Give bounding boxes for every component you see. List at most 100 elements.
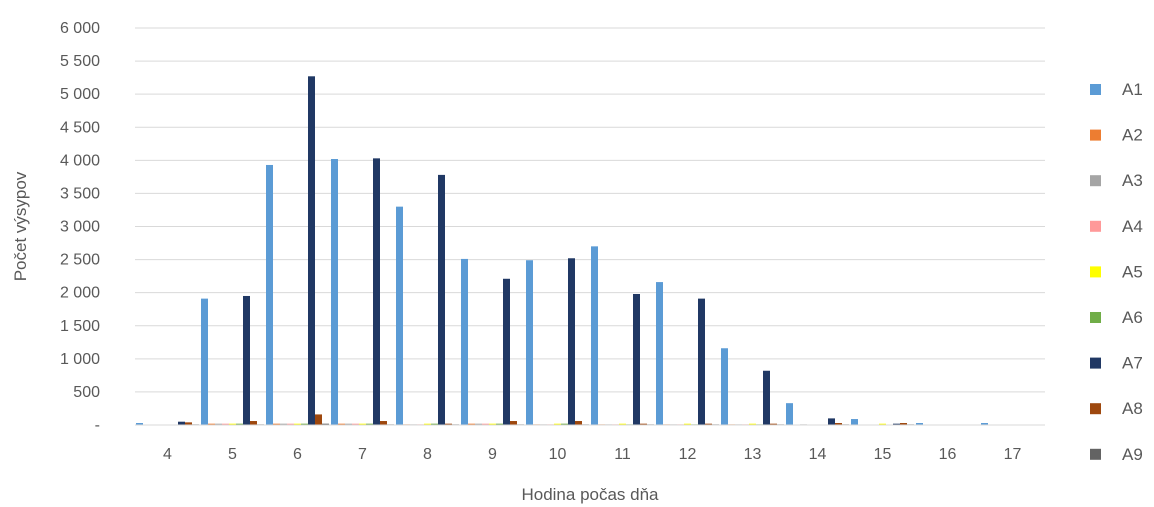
legend-swatch-a1 (1090, 84, 1101, 95)
bar-a6-6 (301, 423, 308, 425)
y-tick-label: 1 500 (60, 318, 100, 335)
bar-a4-6 (287, 423, 294, 425)
y-tick-label: 5 000 (60, 86, 100, 103)
bar-a7-14 (828, 418, 835, 425)
bar-a8-12 (705, 423, 712, 425)
bar-a1-17 (981, 423, 988, 425)
bar-a5-11 (619, 423, 626, 425)
bar-a8-13 (770, 423, 777, 425)
bar-a8-15 (900, 423, 907, 425)
legend-label-a7: A7 (1122, 354, 1143, 373)
x-tick-label: 17 (1004, 446, 1022, 463)
bar-a6-8 (431, 423, 438, 425)
bar-a1-13 (721, 348, 728, 425)
bar-a2-9 (468, 423, 475, 425)
x-tick-label: 15 (874, 446, 892, 463)
x-tick-label: 10 (549, 446, 567, 463)
y-tick-label: 4 000 (60, 152, 100, 169)
bar-a8-10 (575, 421, 582, 425)
bar-a8-11 (640, 423, 647, 425)
bar-a1-12 (656, 282, 663, 425)
y-tick-label: 3 000 (60, 219, 100, 236)
x-tick-label: 4 (163, 446, 172, 463)
x-tick-label: 14 (809, 446, 827, 463)
legend-label-a8: A8 (1122, 399, 1143, 418)
bar-a5-15 (879, 423, 886, 425)
bar-a1-7 (331, 159, 338, 425)
x-tick-label: 8 (423, 446, 432, 463)
bar-a3-9 (475, 423, 482, 425)
bar-a6-7 (366, 423, 373, 425)
legend-label-a2: A2 (1122, 126, 1143, 145)
bar-a7-6 (308, 76, 315, 425)
bar-a5-10 (554, 423, 561, 425)
bar-a1-10 (526, 260, 533, 425)
bar-a5-6 (294, 423, 301, 425)
bar-a7-5 (243, 295, 250, 425)
x-tick-label: 16 (939, 446, 957, 463)
bar-a8-6 (315, 414, 322, 425)
x-axis-ticks: 4 5 6 7 8 9 10 11 12 13 14 15 16 17 (163, 446, 1021, 463)
legend-label-a9: A9 (1122, 445, 1143, 464)
bar-a1-15 (851, 419, 858, 425)
x-axis-title: Hodina počas dňa (521, 485, 659, 504)
x-tick-label: 5 (228, 446, 237, 463)
bar-a4-5 (222, 423, 229, 425)
bar-a9-6 (322, 423, 329, 425)
x-tick-label: 11 (614, 446, 631, 463)
legend: A1 A2 A3 A4 A5 A6 A7 A8 A9 (1090, 80, 1143, 464)
y-tick-label: 1 000 (60, 351, 100, 368)
legend-swatch-a5 (1090, 266, 1101, 278)
bar-a7-15 (893, 423, 900, 425)
bar-a7-13 (763, 370, 770, 425)
bar-a7-10 (568, 258, 575, 425)
bar-a5-5 (229, 423, 236, 425)
bar-a5-8 (424, 423, 431, 425)
bar-a1-14 (786, 403, 793, 425)
bars (136, 76, 988, 425)
bar-a4-9 (482, 423, 489, 425)
bar-a1-9 (461, 258, 468, 425)
bar-a5-7 (359, 423, 366, 425)
bar-a1-5 (201, 298, 208, 425)
bar-a1-16 (916, 423, 923, 425)
bar-a7-7 (373, 158, 380, 425)
bar-a8-14 (835, 423, 842, 425)
bar-a2-6 (273, 423, 280, 425)
x-tick-label: 13 (744, 446, 762, 463)
bar-a1-8 (396, 206, 403, 425)
y-tick-label: 3 500 (60, 185, 100, 202)
bar-a7-9 (503, 278, 510, 425)
bar-a4-7 (352, 423, 359, 425)
x-tick-label: 12 (679, 446, 697, 463)
bar-a3-6 (280, 423, 287, 425)
bar-a2-5 (208, 423, 215, 425)
bar-a7-8 (438, 174, 445, 425)
bar-a7-12 (698, 298, 705, 425)
x-tick-label: 6 (293, 446, 302, 463)
bar-a3-7 (345, 423, 352, 425)
legend-label-a5: A5 (1122, 262, 1143, 281)
bar-a8-7 (380, 421, 387, 425)
legend-label-a1: A1 (1122, 80, 1143, 99)
bar-a6-10 (561, 423, 568, 425)
y-tick-label: 500 (73, 384, 100, 401)
bar-a6-5 (236, 423, 243, 425)
bar-a5-9 (489, 423, 496, 425)
y-tick-label: 2 000 (60, 285, 100, 302)
bar-a7-11 (633, 293, 640, 425)
legend-swatch-a2 (1090, 129, 1101, 141)
x-tick-label: 7 (358, 446, 367, 463)
y-tick-label: 2 500 (60, 252, 100, 269)
bar-a8-9 (510, 421, 517, 425)
bar-a8-5 (250, 421, 257, 425)
bar-a7-4 (178, 421, 185, 425)
y-tick-label: 4 500 (60, 119, 100, 136)
y-tick-label: 6 000 (60, 20, 100, 37)
bar-a1-4 (136, 423, 143, 425)
bar-a3-5 (215, 423, 222, 425)
y-tick-label: 5 500 (60, 53, 100, 70)
legend-label-a4: A4 (1122, 217, 1143, 236)
